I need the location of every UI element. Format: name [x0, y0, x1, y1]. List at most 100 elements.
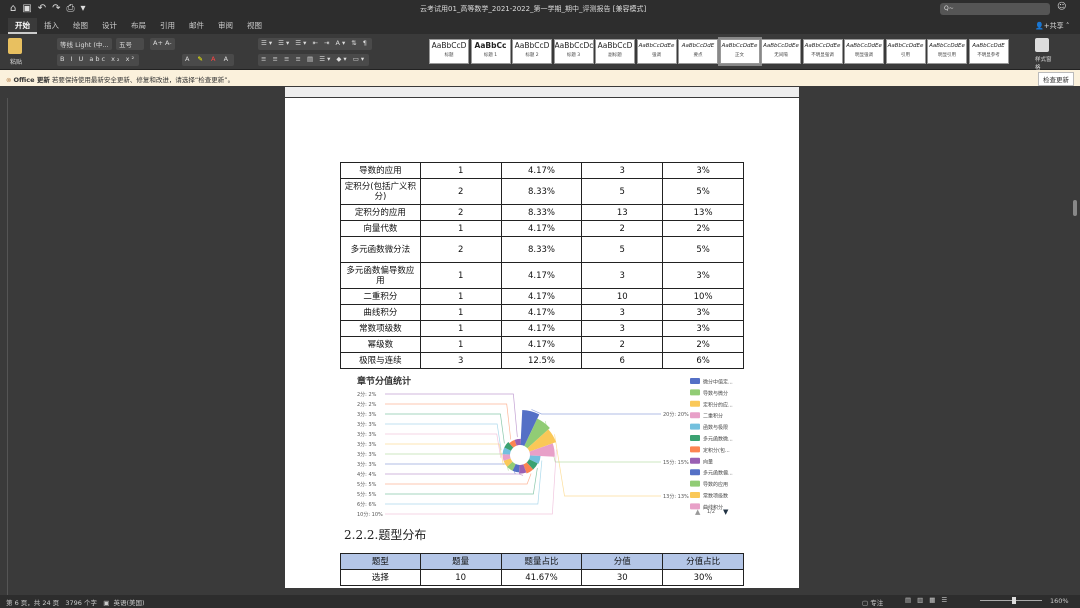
table-cell[interactable]: 定积分的应用	[340, 204, 421, 221]
table-cell[interactable]: 41.67%	[500, 569, 583, 586]
page-count[interactable]: 第 6 页，共 24 页	[6, 599, 60, 607]
zoom-level[interactable]: 160%	[1050, 597, 1069, 605]
list-buttons[interactable]: ☰▾ ☰▾ ☰▾ ⇤ ⇥ A▾ ⇅ ¶	[258, 38, 372, 50]
align-buttons[interactable]: ≡ ≡ ≡ ≡ ▤ ☰▾ ◆▾ ▭▾	[258, 54, 370, 66]
table-cell[interactable]: 曲线积分	[340, 304, 421, 321]
table-cell[interactable]: 5%	[662, 178, 744, 205]
paste-icon[interactable]	[8, 38, 22, 54]
table-cell[interactable]: 分值占比	[662, 553, 744, 570]
table-cell[interactable]: 常数项级数	[340, 320, 421, 337]
tab-4[interactable]: 布局	[131, 21, 146, 30]
zoom-slider-thumb[interactable]	[1012, 597, 1016, 604]
tab-8[interactable]: 视图	[247, 21, 262, 30]
table-cell[interactable]: 1	[419, 262, 502, 289]
table-cell[interactable]: 题量占比	[500, 553, 583, 570]
scrollbar[interactable]	[1073, 200, 1077, 216]
table-cell[interactable]: 8.33%	[500, 236, 583, 263]
style-7[interactable]: AaBbCcDdEe 正文	[717, 37, 762, 66]
style-2[interactable]: AaBbCcD 标题 2	[512, 39, 552, 64]
table-cell[interactable]: 题量	[419, 553, 502, 570]
table-cell[interactable]: 10%	[662, 288, 744, 305]
style-9[interactable]: AaBbCcDdEe 不明显强调	[802, 39, 843, 64]
horizontal-ruler[interactable]	[285, 87, 799, 97]
table-cell[interactable]: 1	[419, 220, 502, 237]
style-3[interactable]: AaBbCcDc 标题 3	[553, 39, 594, 64]
table-cell[interactable]: 定积分(包括广义积分)	[340, 178, 421, 205]
table-cell[interactable]: 4.17%	[500, 320, 583, 337]
table-cell[interactable]: 2	[419, 204, 502, 221]
style-5[interactable]: AaBbCcDdEe 强调	[636, 39, 677, 64]
table-cell[interactable]: 导数的应用	[340, 162, 421, 179]
search-input[interactable]: Q~	[940, 3, 1050, 15]
table-cell[interactable]: 13%	[662, 204, 744, 221]
table-cell[interactable]: 向量代数	[340, 220, 421, 237]
focus-button[interactable]: ▢ 专注	[862, 599, 884, 607]
table-cell[interactable]: 3%	[662, 162, 744, 179]
table-cell[interactable]: 3	[581, 162, 664, 179]
account-icon[interactable]: ☺	[1057, 2, 1067, 12]
font-size-select[interactable]: 五号	[116, 38, 144, 50]
view-buttons[interactable]: ▤▥▦☰	[905, 596, 954, 604]
table-cell[interactable]: 3	[581, 262, 664, 289]
table-cell[interactable]: 3	[419, 352, 502, 369]
style-6[interactable]: AaBbCcDdE 要点	[678, 39, 718, 64]
table-cell[interactable]: 选择	[340, 569, 421, 586]
table-cell[interactable]: 1	[419, 304, 502, 321]
check-updates-button[interactable]: 检查更新	[1038, 72, 1074, 86]
table-cell[interactable]: 1	[419, 162, 502, 179]
table-cell[interactable]: 2	[581, 220, 664, 237]
table-cell[interactable]: 幂级数	[340, 336, 421, 353]
table-cell[interactable]: 2%	[662, 336, 744, 353]
tab-7[interactable]: 审阅	[218, 21, 233, 30]
style-10[interactable]: AaBbCcDdEe 明显强调	[844, 39, 884, 64]
table-cell[interactable]: 2	[419, 236, 502, 263]
table-cell[interactable]: 极限与连续	[340, 352, 421, 369]
styles-pane-icon[interactable]	[1035, 38, 1049, 52]
table-cell[interactable]: 1	[419, 336, 502, 353]
vertical-ruler[interactable]	[0, 98, 8, 595]
table-cell[interactable]: 1	[419, 320, 502, 337]
table-cell[interactable]: 3%	[662, 320, 744, 337]
tab-6[interactable]: 邮件	[189, 21, 204, 30]
table-cell[interactable]: 4.17%	[500, 288, 583, 305]
grow-font-button[interactable]: A+ A-	[150, 38, 175, 50]
table-cell[interactable]: 4.17%	[500, 336, 583, 353]
table-cell[interactable]: 2	[581, 336, 664, 353]
table-cell[interactable]: 3	[581, 304, 664, 321]
table-cell[interactable]: 13	[581, 204, 664, 221]
table-cell[interactable]: 4.17%	[500, 162, 583, 179]
language[interactable]: 英语(美国)	[113, 599, 145, 607]
quick-access-toolbar[interactable]: ⌂▣↶↷⎙▾	[10, 3, 92, 14]
table-cell[interactable]: 3	[581, 320, 664, 337]
style-11[interactable]: AaBbCcDdEe 引用	[885, 39, 926, 64]
font-select[interactable]: 等线 Light (中...	[57, 38, 112, 50]
style-4[interactable]: AaBbCcD 副标题	[595, 39, 635, 64]
table-cell[interactable]: 二重积分	[340, 288, 421, 305]
table-cell[interactable]: 3%	[662, 262, 744, 289]
style-12[interactable]: AaBbCcDdEe 明显引用	[927, 39, 967, 64]
table-cell[interactable]: 10	[581, 288, 664, 305]
style-8[interactable]: AaBbCcDdEe 无间隔	[761, 39, 801, 64]
tab-5[interactable]: 引用	[160, 21, 175, 30]
table-cell[interactable]: 4.17%	[500, 220, 583, 237]
table-cell[interactable]: 5%	[662, 236, 744, 263]
table-cell[interactable]: 30	[581, 569, 664, 586]
table-cell[interactable]: 4.17%	[500, 304, 583, 321]
zoom-slider[interactable]	[980, 600, 1042, 601]
table-cell[interactable]: 多元函数偏导数应用	[340, 262, 421, 289]
table-cell[interactable]: 12.5%	[500, 352, 583, 369]
table-cell[interactable]: 8.33%	[500, 204, 583, 221]
table-cell[interactable]: 2	[419, 178, 502, 205]
tab-3[interactable]: 设计	[102, 21, 117, 30]
word-count[interactable]: 3796 个字	[65, 599, 97, 607]
table-cell[interactable]: 1	[419, 288, 502, 305]
style-0[interactable]: AaBbCcD 标题	[429, 39, 469, 64]
table-cell[interactable]: 30%	[662, 569, 744, 586]
table-cell[interactable]: 6	[581, 352, 664, 369]
tab-0[interactable]: 开始	[8, 18, 37, 34]
document-page[interactable]: 导数的应用 1 4.17% 3 3% 定积分(包括广义积分) 2 8.33% 5 5% 定积分的应用…	[285, 98, 799, 588]
tab-1[interactable]: 插入	[44, 21, 59, 30]
table-cell[interactable]: 3%	[662, 304, 744, 321]
table-cell[interactable]: 4.17%	[500, 262, 583, 289]
table-cell[interactable]: 分值	[581, 553, 664, 570]
